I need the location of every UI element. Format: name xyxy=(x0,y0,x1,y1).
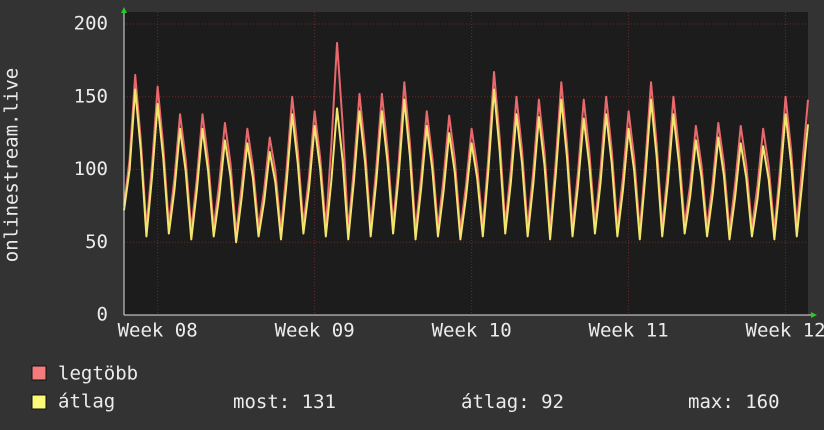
x-tick-label: Week 09 xyxy=(275,320,355,342)
x-tick-label: Week 08 xyxy=(118,320,198,342)
legend: legtöbb átlag most: 131 átlag: 92 max: 1… xyxy=(31,363,780,413)
y-tick-label: 0 xyxy=(97,304,108,326)
x-tick-label: Week 11 xyxy=(589,320,669,342)
lines xyxy=(123,41,809,244)
stat-label: átlag: xyxy=(461,391,530,413)
legend-label: legtöbb xyxy=(58,363,138,385)
y-tick-label: 200 xyxy=(74,13,108,35)
stat-value: 131 xyxy=(302,391,336,413)
ticks: 0 50 100 150 200 Week 08 Week 09 Week 10 Week 11… xyxy=(74,13,824,342)
legend-swatch xyxy=(31,365,47,381)
stat-most: most: 131 xyxy=(233,391,336,413)
y-axis-arrow xyxy=(121,7,127,13)
x-axis-arrow xyxy=(811,312,817,318)
y-tick-label: 150 xyxy=(74,85,108,107)
stat-avg: átlag: 92 xyxy=(461,391,564,413)
y-tick-label: 50 xyxy=(85,231,108,253)
stat-label: most: xyxy=(233,391,290,413)
y-tick-label: 100 xyxy=(74,158,108,180)
x-tick-label: Week 10 xyxy=(432,320,512,342)
stat-max: max: 160 xyxy=(688,391,780,413)
legend-swatch xyxy=(31,394,47,410)
legend-label: átlag xyxy=(58,391,115,413)
y-axis-label: onlinestream.live xyxy=(1,68,23,262)
series-line xyxy=(123,41,809,235)
series-line xyxy=(123,88,809,244)
stat-value: 92 xyxy=(541,391,564,413)
stat-value: 160 xyxy=(745,391,779,413)
x-tick-label: Week 12 xyxy=(746,320,824,342)
plot-area xyxy=(124,12,808,315)
stat-label: max: xyxy=(688,391,734,413)
